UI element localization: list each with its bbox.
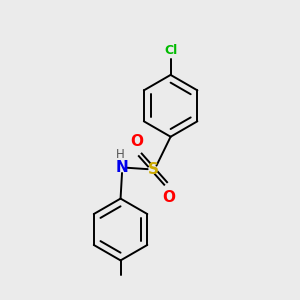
Text: Cl: Cl	[164, 44, 177, 57]
Text: O: O	[130, 134, 143, 148]
Text: O: O	[163, 190, 176, 205]
Text: H: H	[116, 148, 125, 161]
Text: N: N	[116, 160, 128, 175]
Text: S: S	[147, 162, 158, 177]
